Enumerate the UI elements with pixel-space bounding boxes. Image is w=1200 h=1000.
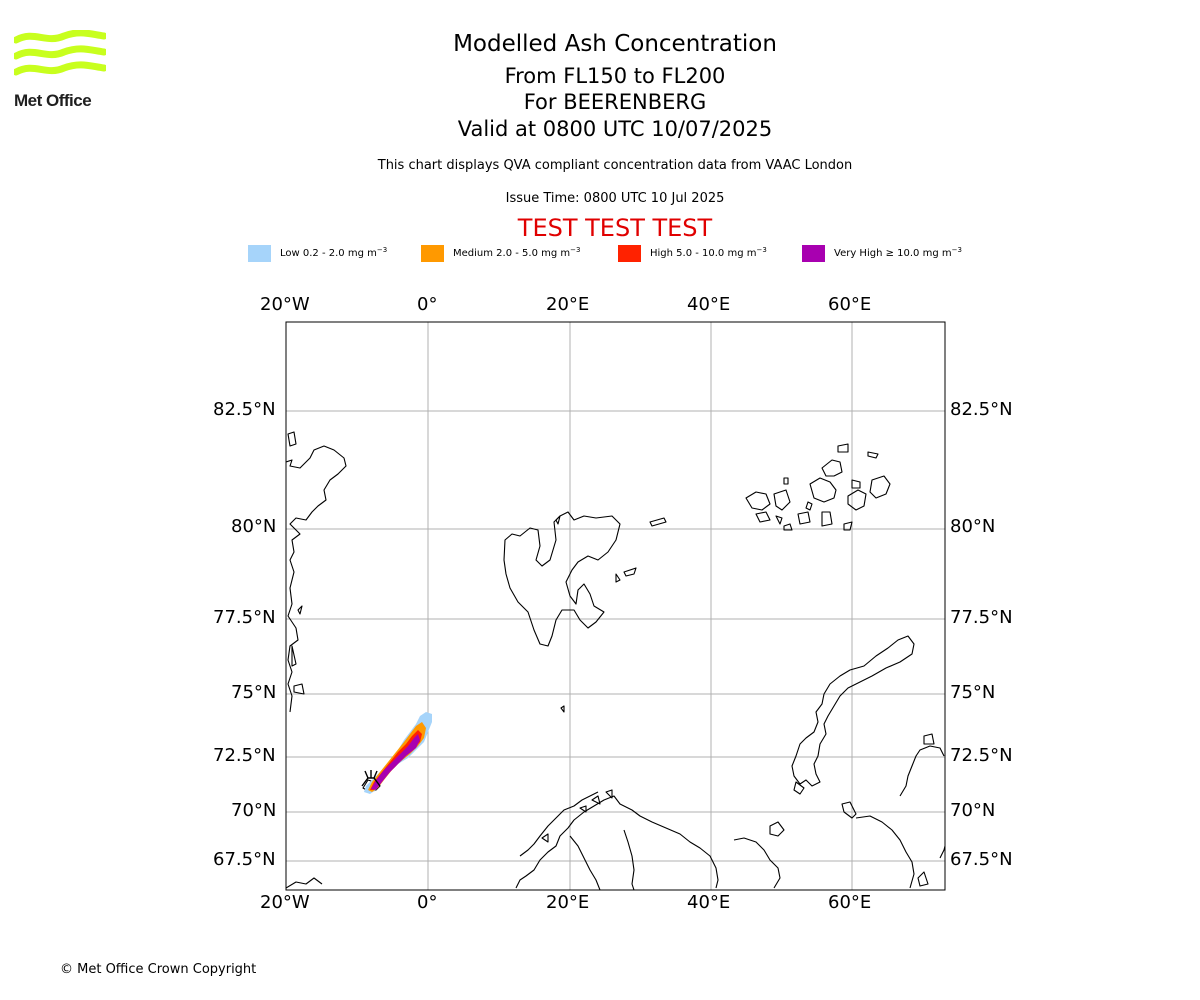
lat-tick-right-67-5: 67.5°N — [950, 849, 1013, 870]
compliance-note: This chart displays QVA compliant concen… — [377, 158, 853, 173]
lon-tick-bottom-20w: 20°W — [260, 892, 310, 913]
lat-tick-left-77-5: 77.5°N — [213, 607, 276, 628]
legend-swatch-low — [248, 245, 271, 262]
test-banner: TEST TEST TEST — [517, 214, 713, 242]
ash-very-high — [371, 734, 420, 790]
lon-tick-bottom-0: 0° — [417, 892, 438, 913]
legend-swatch-very-high — [802, 245, 825, 262]
lon-tick-top-40e: 40°E — [687, 294, 731, 315]
coast-greenland — [286, 445, 347, 713]
copyright: © Met Office Crown Copyright — [60, 962, 257, 977]
lat-tick-left-80: 80°N — [231, 516, 277, 537]
map-frame — [285, 321, 946, 891]
chart-title: Modelled Ash Concentration — [453, 31, 777, 57]
coast-svalbard — [503, 511, 621, 647]
lat-tick-left-67-5: 67.5°N — [213, 849, 276, 870]
lon-tick-top-0: 0° — [417, 294, 438, 315]
lat-tick-right-72-5: 72.5°N — [950, 745, 1013, 766]
lon-tick-top-20e: 20°E — [546, 294, 590, 315]
coast-scandinavia-russia — [515, 795, 719, 889]
met-office-wave-icon — [12, 29, 108, 76]
flight-level-range: From FL150 to FL200 — [504, 64, 726, 88]
legend-label-very-high: Very High ≥ 10.0 mg m−3 — [834, 246, 962, 259]
lon-tick-bottom-40e: 40°E — [687, 892, 731, 913]
lat-tick-left-75: 75°N — [231, 682, 277, 703]
coastlines — [286, 431, 945, 890]
lat-tick-left-70: 70°N — [231, 800, 277, 821]
lon-tick-top-60e: 60°E — [828, 294, 872, 315]
lat-tick-left-72-5: 72.5°N — [213, 745, 276, 766]
volcano-name: For BEERENBERG — [523, 90, 707, 114]
lat-tick-right-77-5: 77.5°N — [950, 607, 1013, 628]
legend-label-low: Low 0.2 - 2.0 mg m−3 — [280, 246, 388, 259]
gridlines — [286, 322, 945, 890]
coast-franz-josef-land — [745, 491, 771, 511]
ash-plume — [364, 712, 432, 794]
met-office-logo: Met Office — [12, 29, 114, 112]
valid-time: Valid at 0800 UTC 10/07/2025 — [457, 117, 773, 141]
issue-time: Issue Time: 0800 UTC 10 Jul 2025 — [505, 191, 725, 206]
legend-swatch-high — [618, 245, 641, 262]
legend-swatch-medium — [421, 245, 444, 262]
legend-label-medium: Medium 2.0 - 5.0 mg m−3 — [453, 246, 581, 259]
logo-text: Met Office — [14, 91, 92, 110]
legend-label-high: High 5.0 - 10.0 mg m−3 — [650, 246, 767, 259]
lat-tick-right-70: 70°N — [950, 800, 996, 821]
lat-tick-right-80: 80°N — [950, 516, 996, 537]
coast-novaya-zemlya — [791, 635, 915, 787]
lon-tick-bottom-20e: 20°E — [546, 892, 590, 913]
lon-tick-bottom-60e: 60°E — [828, 892, 872, 913]
lat-tick-right-82-5: 82.5°N — [950, 399, 1013, 420]
lat-tick-left-82-5: 82.5°N — [213, 399, 276, 420]
lat-tick-right-75: 75°N — [950, 682, 996, 703]
lon-tick-top-20w: 20°W — [260, 294, 310, 315]
volcano-marker-icon — [361, 770, 381, 787]
